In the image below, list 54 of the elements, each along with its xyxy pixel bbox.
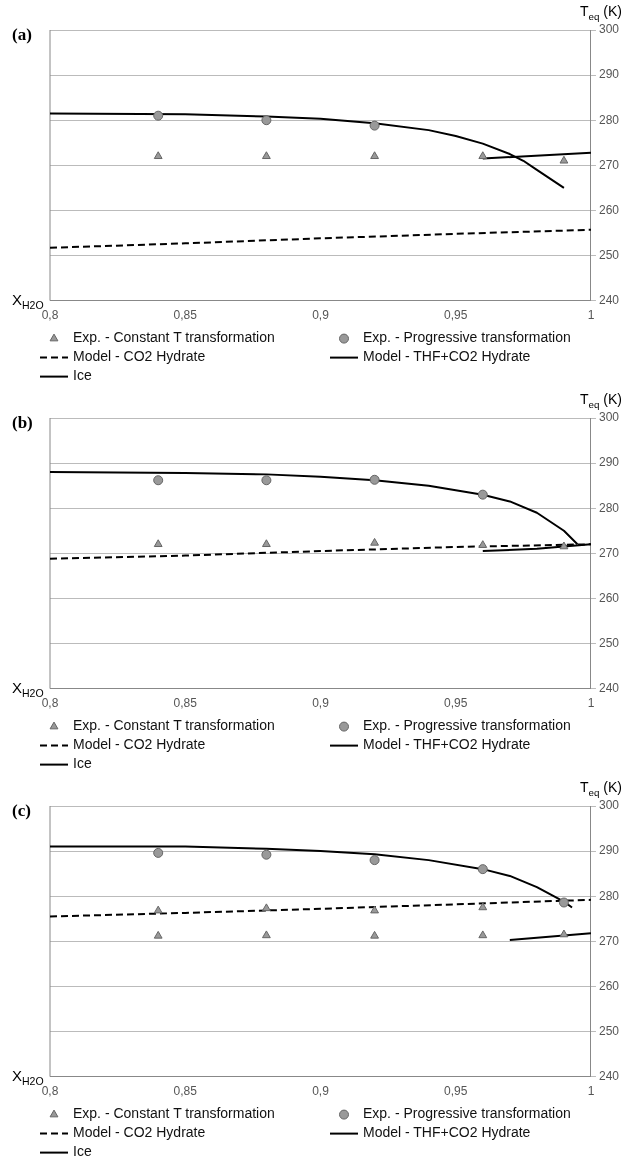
y-tick-label: 280: [598, 112, 620, 127]
legend-label: Ice: [73, 755, 92, 772]
y-tick-label: 250: [598, 1023, 620, 1038]
legend-label: Model - THF+CO2 Hydrate: [363, 1124, 531, 1141]
x-tick-label: 0,9: [312, 696, 330, 711]
legend-label: Exp. - Progressive transformation: [363, 1105, 571, 1122]
legend-label: Ice: [73, 367, 92, 384]
y-tick-label: 300: [598, 22, 620, 37]
legend-label: Exp. - Progressive transformation: [363, 329, 571, 346]
y-tick-label: 280: [598, 500, 620, 515]
y-tick-label: 240: [598, 1068, 620, 1083]
x-tick-label: 0,85: [173, 696, 198, 711]
x-tick-label: 0,85: [173, 308, 198, 323]
x-tick-label: 0,95: [444, 308, 468, 323]
x-tick-label: 0,8: [41, 1084, 59, 1099]
x-tick-label: 1: [587, 1084, 595, 1099]
legend-label: Model - CO2 Hydrate: [73, 736, 206, 753]
legend-label: Exp. - Progressive transformation: [363, 717, 571, 734]
y-tick-label: 300: [598, 798, 620, 813]
legend-label: Exp. - Constant T transformation: [73, 717, 275, 734]
y-tick-label: 240: [598, 680, 620, 695]
chart-title: (b): [12, 413, 33, 433]
y-tick-label: 300: [598, 410, 620, 425]
y-tick-label: 260: [598, 590, 620, 605]
x-tick-label: 0,9: [312, 308, 330, 323]
y-tick-label: 290: [598, 67, 620, 82]
chart-title: (c): [12, 801, 31, 821]
legend-label: Exp. - Constant T transformation: [73, 1105, 275, 1122]
chart-title: (a): [12, 25, 32, 45]
x-tick-label: 1: [587, 696, 595, 711]
y-tick-label: 280: [598, 888, 620, 903]
y-tick-label: 270: [598, 157, 620, 172]
x-tick-label: 0,8: [41, 308, 59, 323]
legend-label: Exp. - Constant T transformation: [73, 329, 275, 346]
y-tick-label: 250: [598, 635, 620, 650]
x-tick-label: 0,8: [41, 696, 59, 711]
legend-label: Model - CO2 Hydrate: [73, 348, 206, 365]
legend-label: Model - THF+CO2 Hydrate: [363, 736, 531, 753]
y-tick-label: 260: [598, 202, 620, 217]
legend-label: Model - CO2 Hydrate: [73, 1124, 206, 1141]
y-tick-label: 240: [598, 292, 620, 307]
x-tick-label: 1: [587, 308, 595, 323]
legend-label: Model - THF+CO2 Hydrate: [363, 348, 531, 365]
y-tick-label: 270: [598, 933, 620, 948]
y-tick-label: 290: [598, 843, 620, 858]
x-tick-label: 0,9: [312, 1084, 330, 1099]
x-tick-label: 0,95: [444, 1084, 468, 1099]
legend-label: Ice: [73, 1143, 92, 1160]
y-tick-label: 290: [598, 455, 620, 470]
y-tick-label: 260: [598, 978, 620, 993]
x-tick-label: 0,85: [173, 1084, 198, 1099]
y-tick-label: 250: [598, 247, 620, 262]
x-tick-label: 0,95: [444, 696, 468, 711]
y-tick-label: 270: [598, 545, 620, 560]
